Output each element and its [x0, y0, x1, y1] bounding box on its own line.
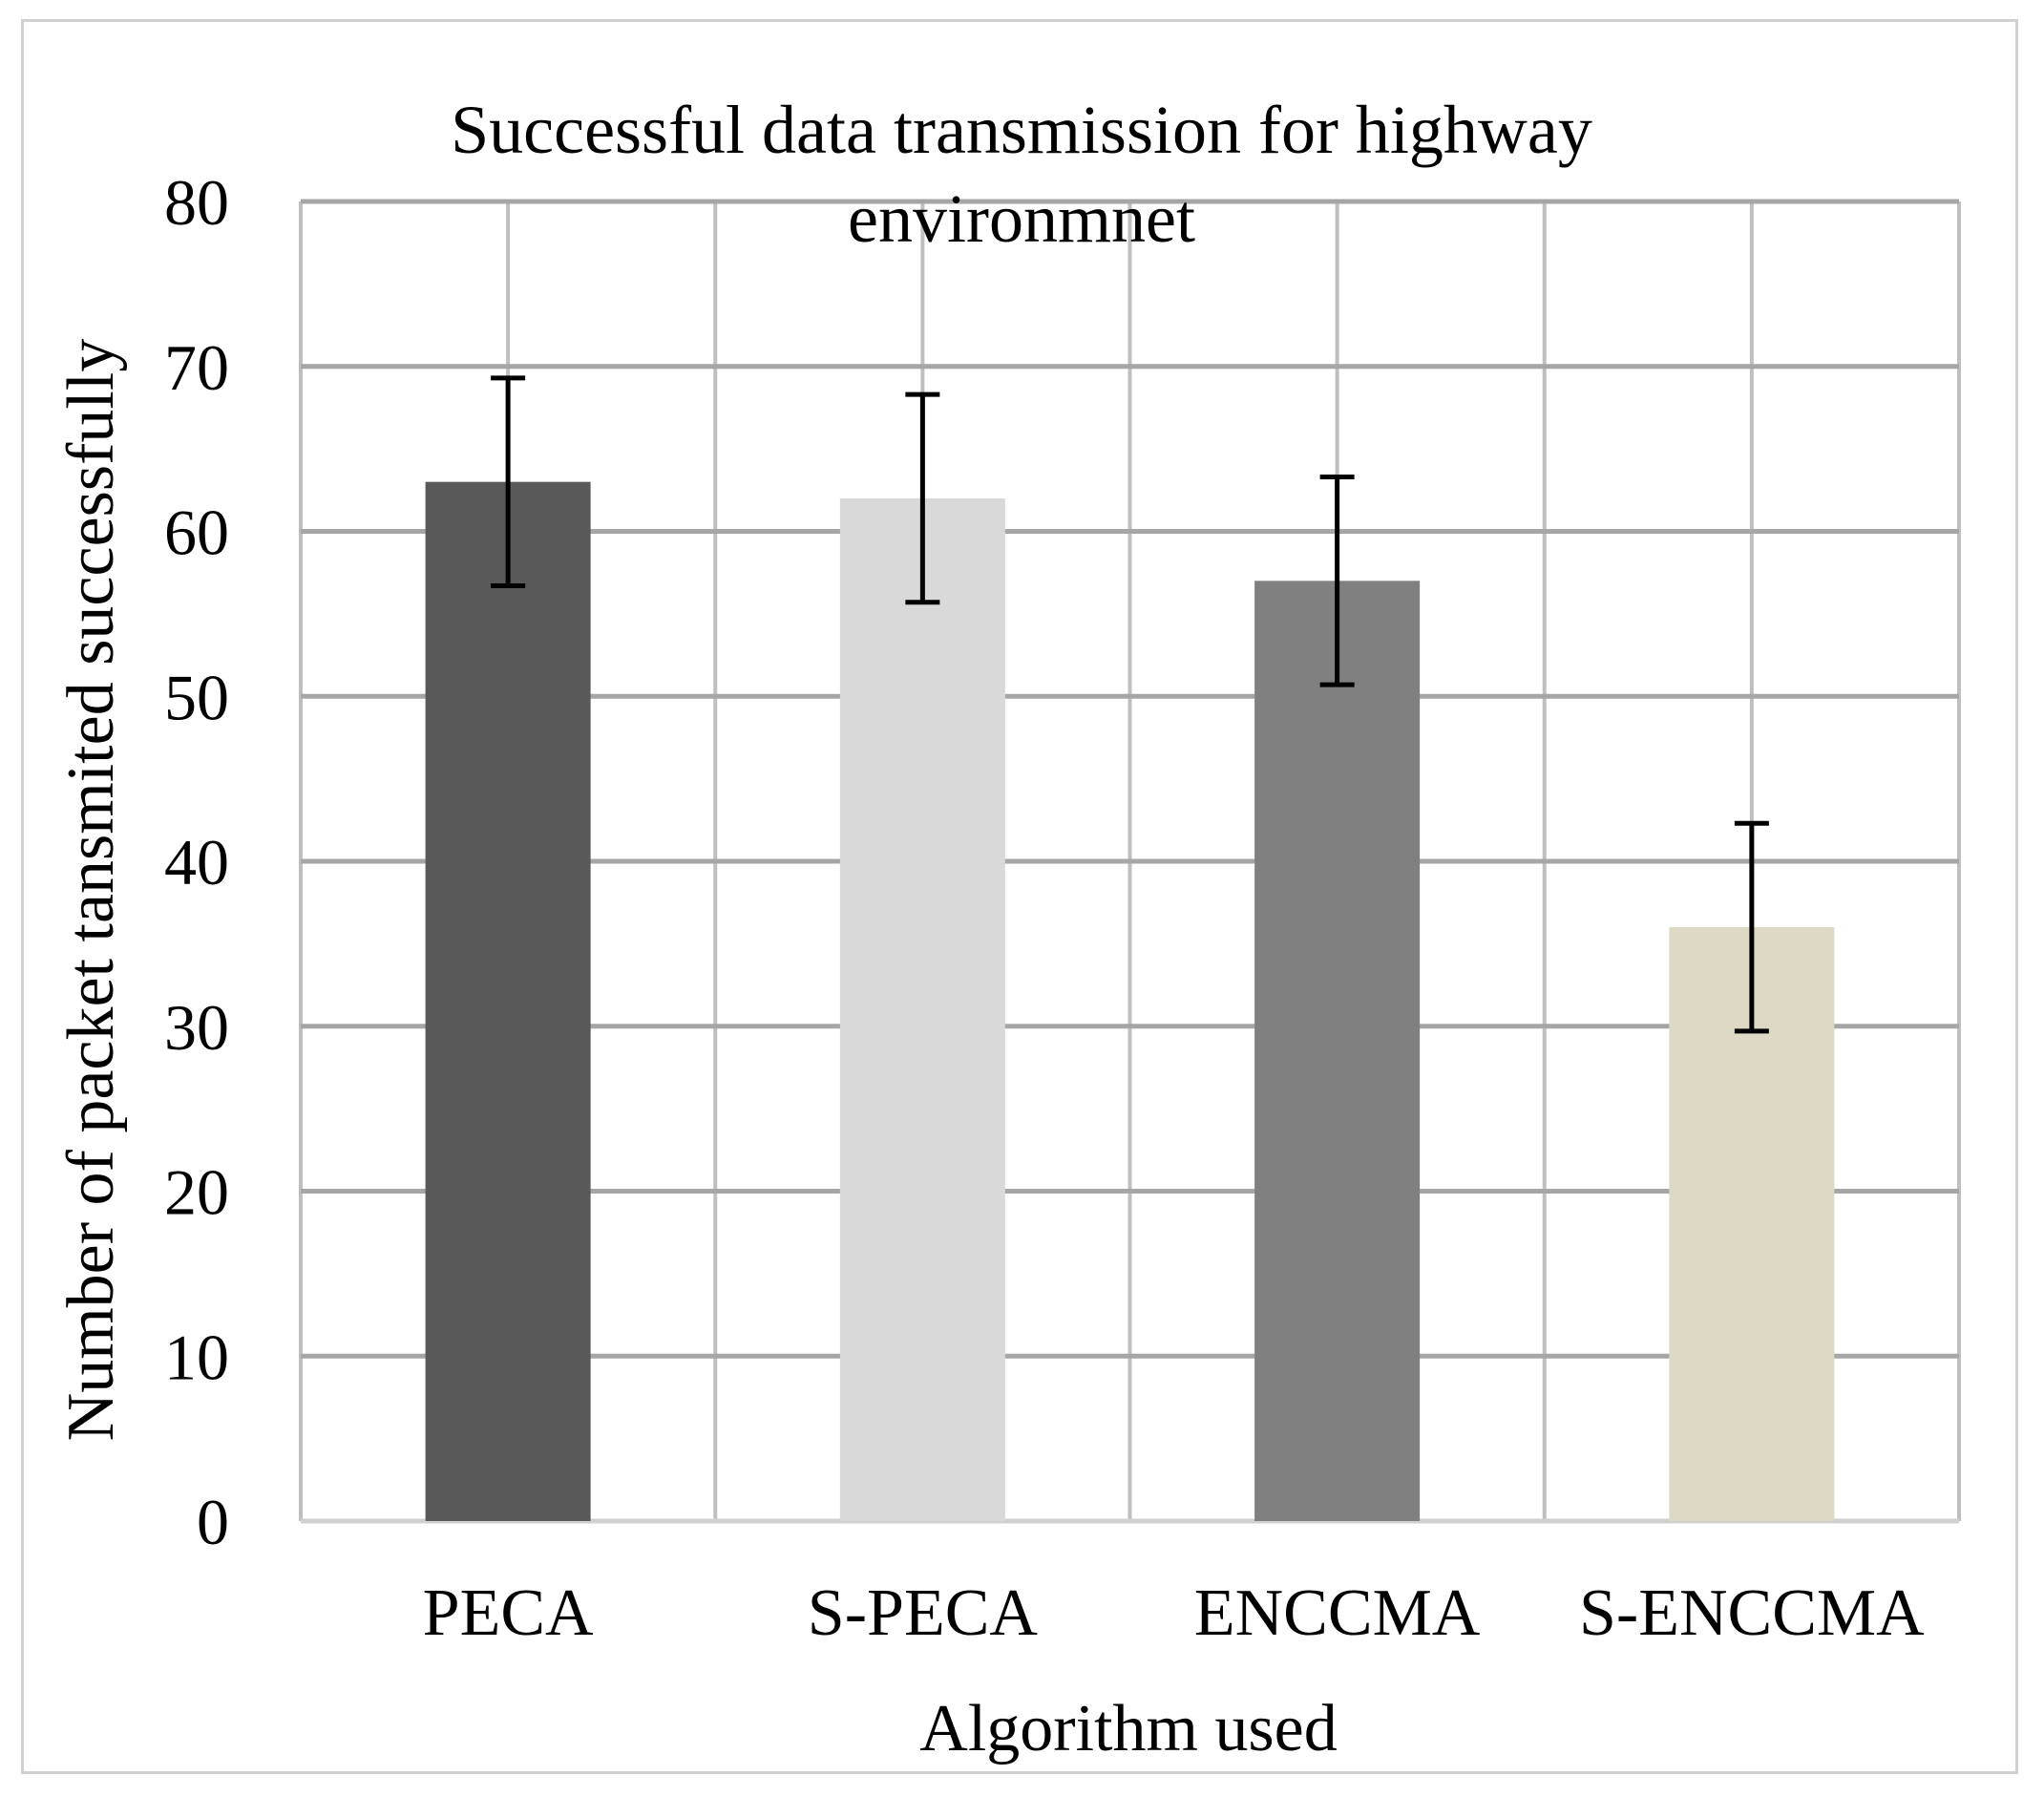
y-tick-label: 50 — [164, 661, 229, 733]
x-tick-label: PECA — [423, 1576, 594, 1650]
bar — [1254, 581, 1421, 1521]
chart-title-line-2: environmnet — [848, 180, 1195, 257]
y-tick-label: 0 — [197, 1486, 229, 1558]
x-tick-labels: PECA S-PECA ENCCMA S-ENCCMA — [423, 1576, 1926, 1650]
error-bar — [905, 391, 940, 605]
y-tick-label: 30 — [164, 991, 229, 1064]
y-tick-label: 40 — [164, 826, 229, 898]
x-tick-label: S-ENCCMA — [1579, 1576, 1925, 1650]
y-tick-labels: 0 10 20 30 40 50 60 70 80 — [164, 166, 229, 1558]
x-tick-label: ENCCMA — [1194, 1576, 1481, 1650]
y-tick-label: 20 — [164, 1156, 229, 1229]
x-axis-label: Algorithm used — [919, 1692, 1337, 1765]
y-tick-label: 10 — [164, 1321, 229, 1393]
y-tick-label: 70 — [164, 331, 229, 404]
y-axis-label: Number of packet tansmited successfully — [54, 339, 128, 1442]
y-tick-label: 60 — [164, 497, 229, 569]
error-bars — [491, 375, 1769, 1034]
chart-title-line-1: Successful data transmission for highway — [451, 92, 1592, 168]
error-bar — [491, 375, 526, 589]
bars — [425, 481, 1835, 1522]
x-tick-label: S-PECA — [808, 1576, 1039, 1650]
y-tick-label: 80 — [164, 166, 229, 239]
error-bar — [1734, 820, 1769, 1034]
bar — [839, 497, 1005, 1522]
error-bar — [1319, 474, 1355, 687]
bar — [425, 481, 591, 1521]
